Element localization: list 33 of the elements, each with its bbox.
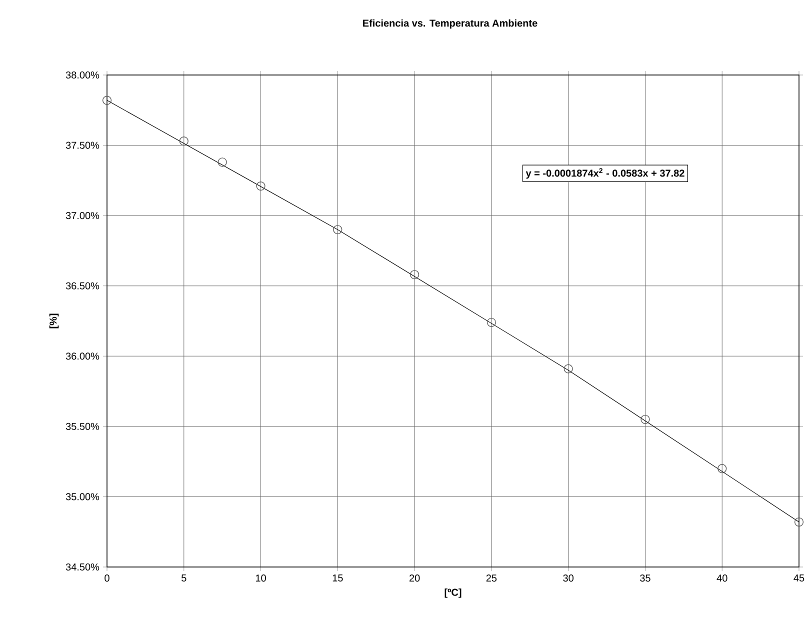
point (718, 464, 727, 474)
y-tick-label: 37.00% (66, 212, 100, 220)
y-tick-label: 36.00% (66, 352, 100, 360)
point (333, 225, 342, 234)
x-tick-label: 25 (486, 574, 497, 582)
y-axis-title: [%] (49, 314, 59, 328)
y-tick-label: 37.50% (66, 142, 100, 149)
y-tick-label: 35.00% (66, 493, 100, 500)
point (564, 364, 573, 374)
point (410, 270, 420, 280)
y-tick-label: 35.50% (66, 422, 100, 430)
point (218, 158, 227, 167)
x-tick-label: 30 (563, 574, 574, 582)
point (179, 136, 188, 146)
x-tick-label: 40 (716, 574, 728, 582)
point (794, 517, 804, 527)
x-tick-label: 15 (332, 574, 343, 582)
annotation: y = -0.0001874x$^{2}$ - 0.0583x + 37.82 (526, 168, 684, 179)
y-tick-label: 38.00% (66, 71, 100, 79)
x-tick-label: 35 (640, 574, 650, 582)
chart-title: Eficiencia vs. Temperatura Ambiente (363, 19, 538, 29)
y-tick-label: 34.50% (66, 563, 100, 571)
point (102, 96, 112, 105)
point (256, 182, 266, 191)
x-axis-title: [ºC] (444, 588, 462, 598)
x-tick-label: 20 (409, 574, 420, 582)
x-tick-label: 45 (794, 574, 804, 582)
x-tick-label: 5 (182, 574, 186, 582)
point (640, 414, 650, 424)
x-tick-label: 0 (104, 574, 110, 582)
x-tick-label: 10 (256, 574, 266, 582)
point (486, 318, 496, 327)
y-tick-label: 36.50% (66, 282, 100, 290)
